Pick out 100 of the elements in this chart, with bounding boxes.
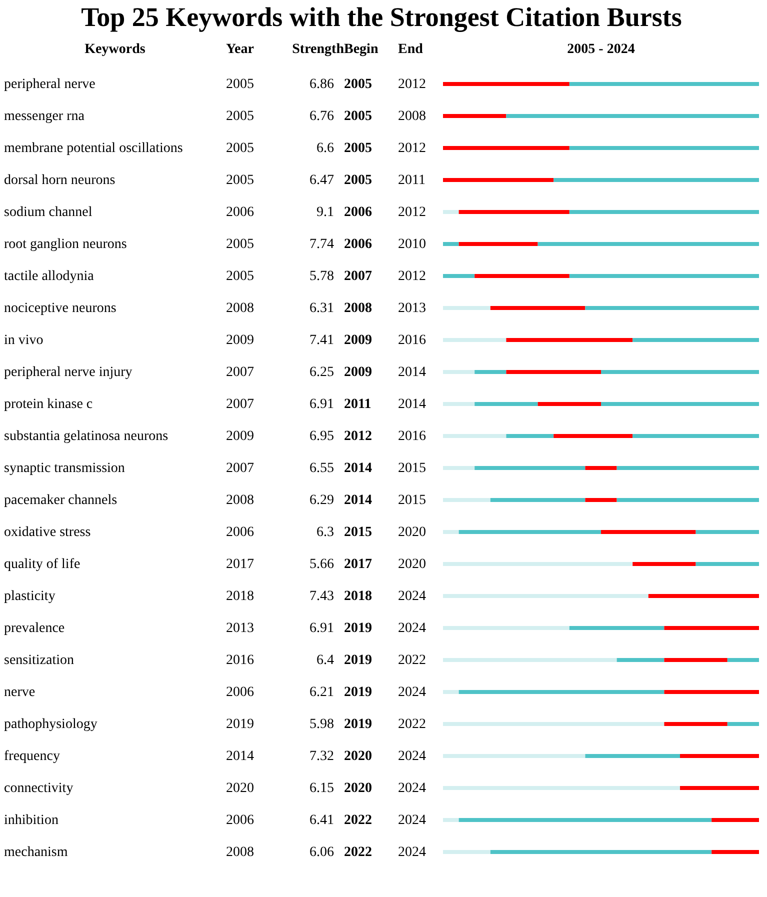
- y-tick-label: quality of life: [4, 557, 80, 572]
- text: 2013: [398, 301, 426, 316]
- bar: [443, 690, 459, 694]
- text: 2012: [344, 429, 372, 444]
- text: 2005: [344, 77, 372, 92]
- y-tick-label: peripheral nerve: [4, 77, 96, 92]
- bar: [443, 850, 490, 854]
- x-axis-title: 2005 - 2024: [567, 42, 635, 57]
- bar: [664, 690, 759, 694]
- text: 2019: [344, 653, 372, 668]
- text: 6.86: [310, 77, 334, 92]
- text: 6.31: [310, 301, 334, 316]
- text: 2024: [398, 685, 426, 700]
- text: 2005: [226, 141, 254, 156]
- y-tick-label: sensitization: [4, 653, 74, 668]
- text: End: [398, 42, 424, 57]
- text: 2008: [398, 109, 426, 124]
- bar: [601, 402, 759, 406]
- text: 2018: [226, 589, 254, 604]
- text: 2016: [398, 429, 426, 444]
- chart-title: Top 25 Keywords with the Strongest Citation Bursts: [81, 2, 682, 32]
- y-tick-label: tactile allodynia: [4, 269, 95, 284]
- bar: [443, 562, 633, 566]
- bar: [569, 146, 759, 150]
- bar: [474, 370, 506, 374]
- text: 6.76: [310, 109, 334, 124]
- bar: [727, 722, 759, 726]
- bar: [443, 594, 648, 598]
- bar: [554, 434, 633, 438]
- bar: [616, 498, 759, 502]
- text: 2019: [344, 717, 372, 732]
- bar: [490, 498, 586, 502]
- bar: [443, 114, 506, 118]
- text: 2024: [398, 749, 426, 764]
- bar: [458, 242, 538, 246]
- text: 6.29: [310, 493, 334, 508]
- text: 2024: [398, 813, 426, 828]
- bar: [616, 658, 664, 662]
- text: 2006: [226, 525, 254, 540]
- text: 2006: [226, 813, 254, 828]
- bar: [601, 530, 696, 534]
- y-tick-label: frequency: [4, 749, 60, 764]
- text: 2015: [398, 461, 426, 476]
- bar: [585, 466, 617, 470]
- bar: [632, 338, 759, 342]
- text: 6.21: [310, 685, 334, 700]
- text: 2007: [344, 269, 372, 284]
- bar: [443, 786, 680, 790]
- text: 6.95: [310, 429, 334, 444]
- text: 2008: [226, 845, 254, 860]
- y-tick-label: connectivity: [4, 781, 74, 796]
- y-tick-label: pacemaker channels: [4, 493, 118, 508]
- text: 5.66: [310, 557, 334, 572]
- y-tick-label: peripheral nerve injury: [4, 365, 132, 380]
- text: 2022: [398, 653, 426, 668]
- text: 2018: [344, 589, 372, 604]
- bar: [632, 434, 759, 438]
- text: 2014: [398, 365, 426, 380]
- text: 2005: [226, 109, 254, 124]
- text: 2024: [398, 589, 426, 604]
- bar: [648, 594, 759, 598]
- y-tick-label: dorsal horn neurons: [4, 173, 116, 188]
- text: 2008: [344, 301, 372, 316]
- bar: [664, 626, 759, 630]
- bar: [569, 210, 759, 214]
- text: 2008: [226, 301, 254, 316]
- text: 6.55: [310, 461, 334, 476]
- text: Begin: [344, 42, 378, 57]
- bar: [569, 274, 759, 278]
- bar: [727, 658, 759, 662]
- bar: [585, 306, 759, 310]
- text: 6.91: [310, 621, 334, 636]
- text: 7.43: [310, 589, 334, 604]
- text: 6.25: [310, 365, 334, 380]
- y-tick-label: messenger rna: [4, 109, 86, 124]
- text: 2006: [226, 685, 254, 700]
- y-axis-title: Keywords: [84, 42, 146, 57]
- text: 2012: [398, 269, 426, 284]
- text: 7.41: [310, 333, 334, 348]
- bar: [458, 690, 664, 694]
- text: 2015: [344, 525, 372, 540]
- text: 7.32: [310, 749, 334, 764]
- bar: [443, 466, 475, 470]
- text: 7.74: [310, 237, 334, 252]
- bar: [616, 466, 759, 470]
- y-tick-label: plasticity: [4, 589, 56, 604]
- text: 2020: [344, 781, 372, 796]
- bar: [538, 402, 601, 406]
- bar: [538, 242, 759, 246]
- bar: [443, 402, 475, 406]
- bar: [712, 850, 759, 854]
- text: 2015: [398, 493, 426, 508]
- y-tick-label: in vivo: [4, 333, 44, 348]
- bar: [443, 722, 664, 726]
- bar: [696, 530, 759, 534]
- text: 2006: [344, 205, 372, 220]
- text: 6.41: [310, 813, 334, 828]
- bar: [490, 850, 712, 854]
- bar: [506, 114, 759, 118]
- y-tick-label: substantia gelatinosa neurons: [4, 429, 168, 444]
